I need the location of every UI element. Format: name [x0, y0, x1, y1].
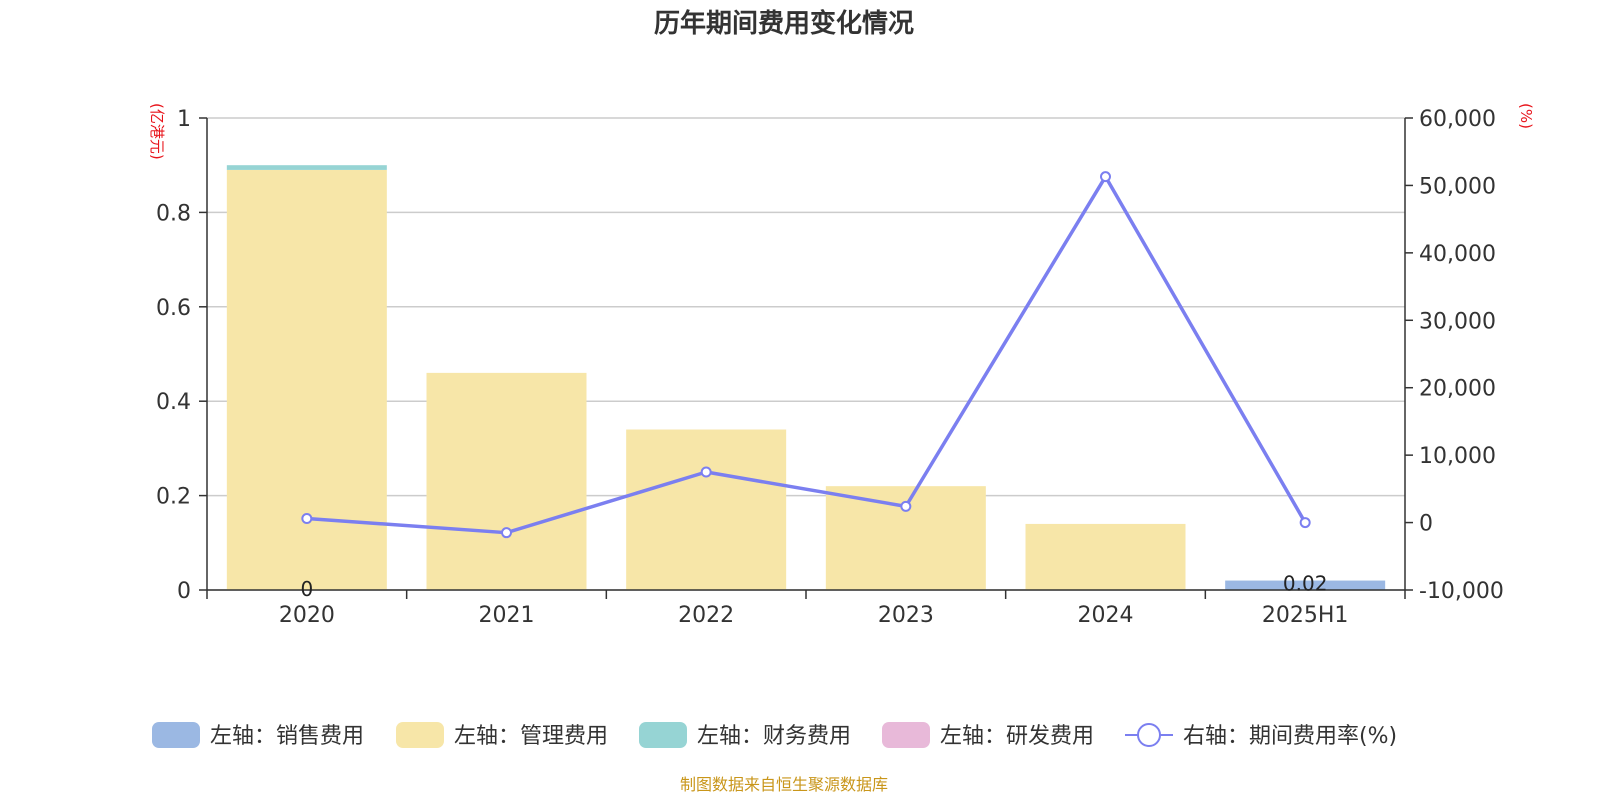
data-labels: 0 0.02 [300, 572, 1327, 601]
bar-segment [1025, 523, 1186, 590]
right-tick-label: 0 [1419, 512, 1433, 537]
source-note: 制图数据来自恒生聚源数据库 [680, 775, 888, 794]
x-tick-label: 2020 [279, 603, 335, 628]
chart-title: 历年期间费用变化情况 [654, 8, 914, 39]
x-tick-label: 2024 [1078, 603, 1134, 628]
legend-label: 左轴：研发费用 [940, 724, 1094, 749]
legend-swatch [882, 722, 930, 748]
x-tick-label: 2021 [479, 603, 535, 628]
legend-label: 右轴：期间费用率(%) [1183, 724, 1397, 749]
left-tick-label: 0.4 [156, 390, 191, 415]
line-layer [301, 171, 1311, 539]
line-point [501, 527, 512, 539]
left-tick-label: 0 [177, 579, 191, 604]
legend-label: 左轴：销售费用 [210, 724, 364, 749]
axes: 0 0.2 0.4 0.6 0.8 1 -10,000 0 10,000 20,000 30,000… [148, 103, 1535, 628]
left-tick-label: 0.2 [156, 485, 191, 510]
bar-segment [626, 429, 787, 590]
line-point [900, 500, 912, 512]
legend-label: 左轴：管理费用 [454, 724, 608, 749]
line-point [301, 513, 313, 525]
left-tick-label: 0.6 [156, 296, 191, 321]
legend-swatch [396, 722, 444, 748]
right-tick-label: 50,000 [1419, 174, 1496, 199]
right-tick-label: 20,000 [1419, 377, 1496, 402]
right-tick-label: 10,000 [1419, 444, 1496, 469]
bar-segment [226, 165, 387, 170]
bar-segment [426, 372, 587, 590]
left-axis-unit: (亿港元) [148, 103, 166, 160]
line-point [1299, 517, 1311, 529]
x-tick-label: 2023 [878, 603, 934, 628]
x-tick-label: 2025H1 [1262, 603, 1349, 628]
legend-swatch [152, 722, 200, 748]
x-tick-label: 2022 [678, 603, 734, 628]
line-point [1100, 171, 1111, 183]
data-label: 0.02 [1283, 572, 1328, 596]
right-tick-label: 40,000 [1419, 242, 1496, 267]
bar-segment [226, 169, 387, 591]
right-tick-label: 60,000 [1419, 107, 1496, 132]
left-tick-label: 0.8 [156, 201, 191, 226]
expense-rate-line [306, 174, 1307, 535]
right-tick-label: 30,000 [1419, 309, 1496, 334]
legend-label: 左轴：财务费用 [697, 724, 851, 749]
legend-line-marker [1137, 723, 1161, 747]
right-tick-label: -10,000 [1419, 579, 1504, 604]
legend-swatch [639, 722, 687, 748]
left-tick-label: 1 [177, 107, 191, 132]
right-axis-unit: (%) [1517, 103, 1535, 129]
data-label: 0 [300, 577, 313, 601]
bar-layer [226, 165, 1386, 591]
legend: 左轴：销售费用 左轴：管理费用 左轴：财务费用 左轴：研发费用 右轴：期间费用率(%) [152, 722, 1397, 749]
line-point [700, 466, 712, 478]
bar-segment [1225, 580, 1386, 590]
